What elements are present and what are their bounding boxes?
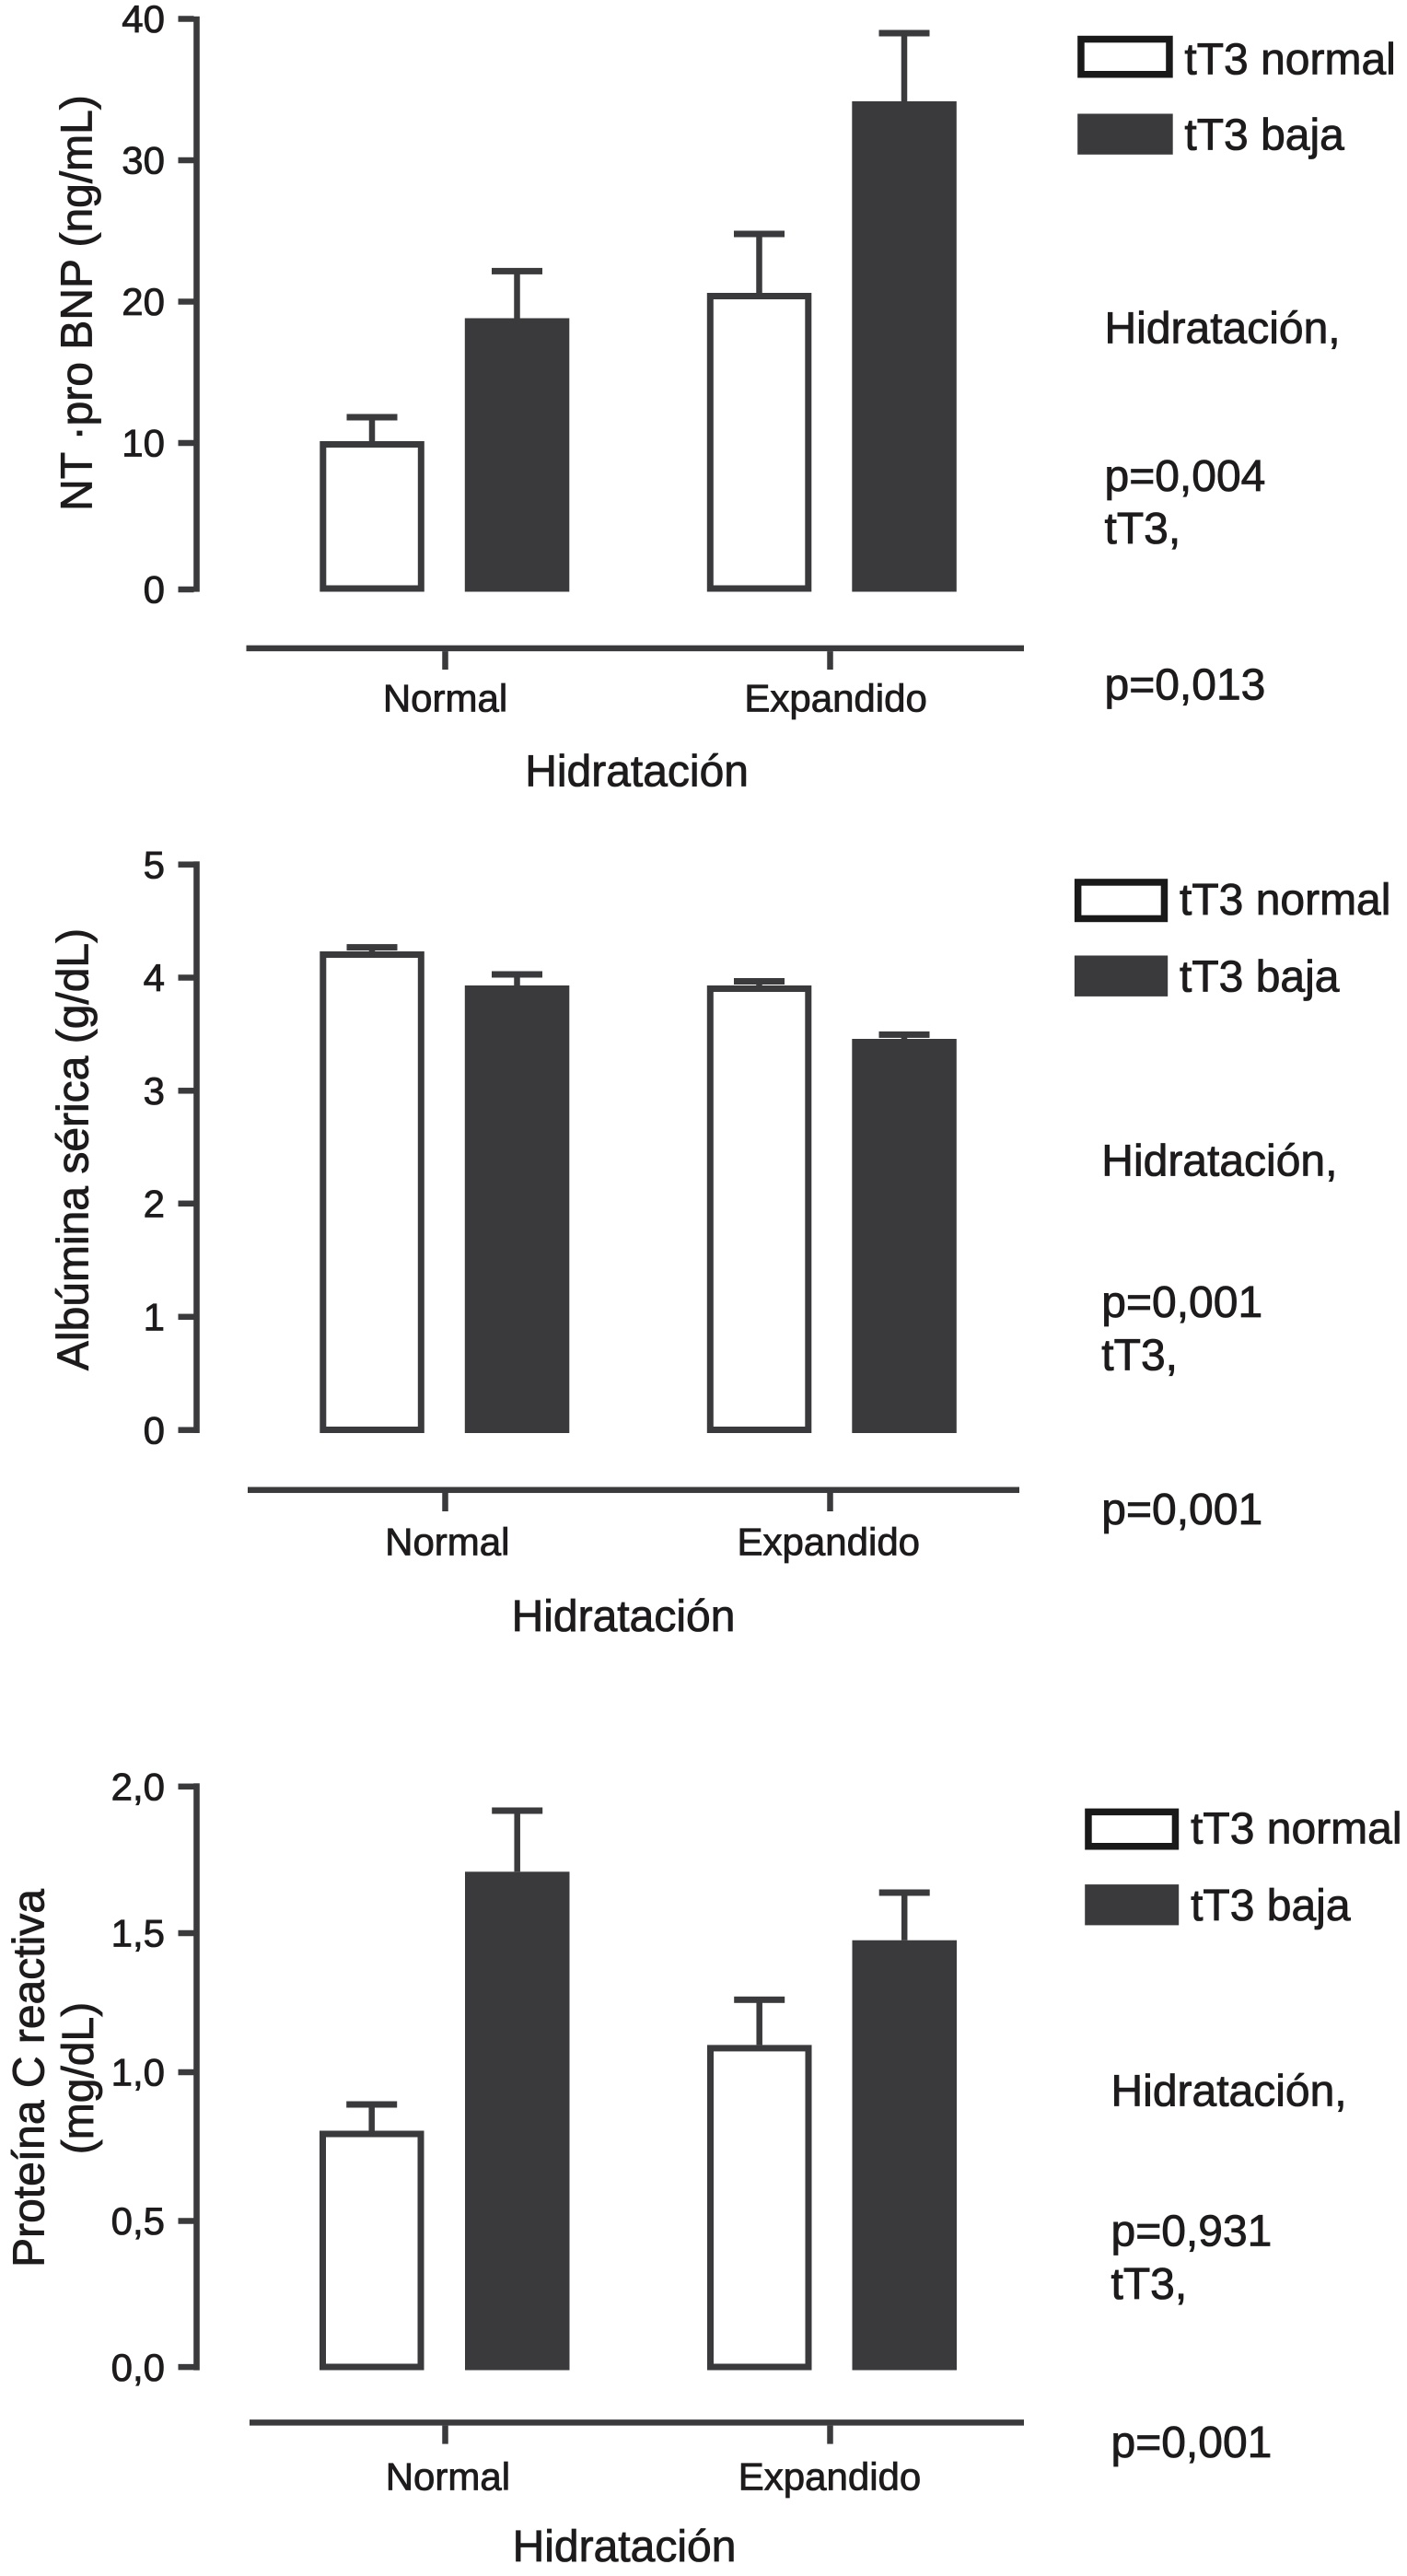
svg-text:1,0: 1,0 <box>111 2051 165 2094</box>
svg-text:(mg/dL): (mg/dL) <box>54 2002 103 2154</box>
svg-text:Normal: Normal <box>385 1521 509 1564</box>
svg-text:10: 10 <box>122 422 165 465</box>
svg-text:20: 20 <box>122 280 165 323</box>
svg-text:p=0,001: p=0,001 <box>1111 2419 1273 2467</box>
svg-text:tT3 normal: tT3 normal <box>1180 876 1390 925</box>
svg-text:2,0: 2,0 <box>111 1766 165 1809</box>
svg-text:3: 3 <box>144 1069 165 1113</box>
svg-text:tT3 normal: tT3 normal <box>1191 1804 1401 1853</box>
svg-text:Hidratación: Hidratación <box>513 2523 737 2571</box>
svg-text:1,5: 1,5 <box>111 1912 165 1955</box>
svg-text:p=0,004: p=0,004 <box>1105 452 1266 501</box>
svg-text:p=0,001: p=0,001 <box>1101 1278 1262 1327</box>
svg-text:Normal: Normal <box>383 676 507 719</box>
svg-text:2: 2 <box>144 1183 165 1226</box>
svg-text:p=0,931: p=0,931 <box>1111 2208 1273 2256</box>
svg-text:30: 30 <box>122 139 165 182</box>
svg-text:0,0: 0,0 <box>111 2346 165 2389</box>
svg-text:Albúmina sérica (g/dL): Albúmina sérica (g/dL) <box>50 928 99 1370</box>
svg-text:Normal: Normal <box>386 2455 510 2499</box>
svg-text:Expandido: Expandido <box>744 676 927 719</box>
svg-text:Expandido: Expandido <box>738 2455 922 2499</box>
svg-text:40: 40 <box>122 0 165 41</box>
svg-text:0: 0 <box>144 568 165 612</box>
svg-text:Hidratación,: Hidratación, <box>1111 2068 1347 2116</box>
svg-text:Hidratación: Hidratación <box>525 747 749 796</box>
svg-text:tT3,: tT3, <box>1101 1332 1178 1381</box>
svg-text:p=0,013: p=0,013 <box>1105 660 1266 709</box>
svg-text:Hidratación,: Hidratación, <box>1101 1137 1337 1186</box>
svg-text:0: 0 <box>144 1408 165 1451</box>
svg-text:tT3 baja: tT3 baja <box>1191 1882 1351 1930</box>
svg-text:Proteína C reactiva: Proteína C reactiva <box>6 1889 54 2267</box>
svg-text:4: 4 <box>144 956 165 999</box>
svg-text:tT3 baja: tT3 baja <box>1180 952 1340 1001</box>
svg-text:Hidratación: Hidratación <box>512 1592 736 1641</box>
svg-text:0,5: 0,5 <box>111 2199 165 2243</box>
svg-text:Hidratación,: Hidratación, <box>1105 305 1341 354</box>
svg-text:5: 5 <box>144 843 165 886</box>
svg-text:tT3 normal: tT3 normal <box>1184 36 1395 85</box>
svg-text:NT ·pro BNP (ng/mL): NT ·pro BNP (ng/mL) <box>53 95 102 511</box>
svg-text:Expandido: Expandido <box>738 1521 921 1564</box>
svg-text:tT3,: tT3, <box>1105 505 1181 554</box>
svg-text:p=0,001: p=0,001 <box>1101 1486 1262 1534</box>
svg-text:tT3 baja: tT3 baja <box>1184 111 1344 160</box>
svg-text:1: 1 <box>144 1296 165 1339</box>
svg-text:tT3,: tT3, <box>1111 2260 1188 2309</box>
